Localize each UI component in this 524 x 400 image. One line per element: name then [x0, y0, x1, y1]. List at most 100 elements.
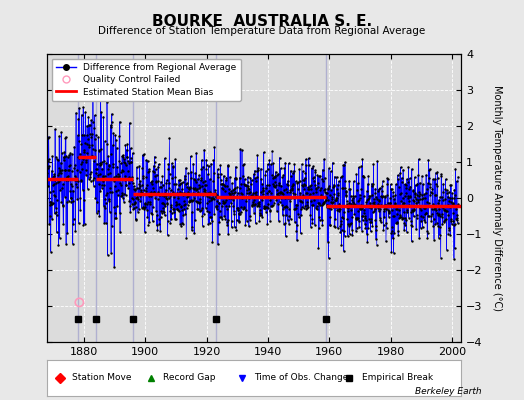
Point: [267, 161, 275, 168]
Point: [140, 206, 148, 212]
Point: [184, 186, 193, 192]
Point: [160, 212, 169, 218]
Point: [329, 204, 337, 210]
Point: [161, 203, 169, 210]
Point: [285, 206, 293, 212]
Point: [291, 206, 300, 212]
Point: [369, 200, 377, 206]
Point: [439, 197, 447, 204]
Point: [412, 196, 421, 202]
Point: [363, 188, 371, 194]
Point: [430, 205, 439, 211]
Point: [444, 231, 452, 237]
Point: [60, 149, 69, 155]
Point: [368, 208, 377, 215]
Point: [399, 209, 408, 216]
Point: [192, 187, 201, 194]
Point: [112, 137, 121, 144]
Point: [435, 232, 444, 238]
Point: [330, 191, 338, 198]
Point: [442, 246, 451, 253]
Point: [309, 174, 317, 181]
Point: [389, 193, 397, 199]
Point: [440, 218, 449, 224]
Point: [165, 195, 173, 201]
Point: [441, 217, 450, 224]
Point: [176, 177, 184, 183]
Point: [348, 195, 357, 201]
Point: [398, 216, 407, 223]
Point: [362, 225, 370, 231]
Point: [391, 200, 400, 207]
Point: [235, 174, 244, 181]
Point: [164, 166, 172, 172]
Point: [353, 216, 361, 222]
Point: [218, 180, 226, 187]
Point: [96, 171, 104, 178]
Point: [405, 202, 413, 208]
Point: [307, 198, 315, 204]
Point: [156, 184, 164, 190]
Point: [61, 177, 70, 183]
Point: [386, 181, 395, 188]
Point: [303, 199, 312, 206]
Point: [364, 195, 373, 202]
Point: [427, 189, 435, 195]
Point: [93, 166, 101, 172]
Point: [176, 181, 184, 187]
Point: [266, 194, 275, 200]
Point: [446, 216, 455, 222]
Point: [431, 176, 439, 182]
Point: [396, 164, 405, 170]
Point: [210, 210, 219, 217]
Point: [129, 183, 138, 190]
Point: [434, 212, 442, 218]
Point: [390, 196, 398, 202]
Point: [122, 192, 130, 198]
Point: [259, 184, 267, 191]
Point: [132, 194, 140, 201]
Point: [392, 203, 401, 210]
Point: [313, 184, 322, 190]
Point: [368, 222, 377, 229]
Point: [193, 206, 201, 212]
Point: [409, 188, 417, 194]
Point: [372, 227, 380, 233]
Point: [432, 181, 440, 187]
Point: [285, 213, 293, 219]
Point: [431, 169, 440, 176]
Point: [452, 202, 460, 209]
Point: [317, 192, 325, 198]
Point: [188, 227, 196, 234]
Point: [232, 175, 241, 182]
Point: [268, 203, 277, 209]
Point: [363, 197, 371, 203]
Point: [314, 245, 323, 251]
Point: [93, 172, 102, 178]
Point: [72, 184, 81, 190]
Point: [236, 190, 245, 196]
Point: [130, 186, 138, 192]
Point: [66, 162, 74, 169]
Point: [252, 177, 260, 184]
Point: [414, 172, 422, 178]
Point: [413, 212, 421, 219]
Point: [377, 203, 386, 209]
Point: [343, 204, 351, 210]
Point: [69, 240, 77, 247]
Point: [356, 206, 364, 212]
Point: [388, 224, 397, 230]
Point: [345, 231, 354, 237]
Point: [50, 181, 58, 188]
Point: [86, 169, 95, 176]
Point: [430, 236, 438, 243]
Point: [365, 204, 373, 210]
Point: [211, 190, 219, 196]
Point: [340, 208, 348, 215]
Point: [188, 198, 196, 204]
Point: [304, 155, 313, 161]
Point: [262, 208, 270, 215]
Point: [245, 223, 253, 230]
Point: [224, 162, 232, 168]
Point: [266, 218, 274, 224]
